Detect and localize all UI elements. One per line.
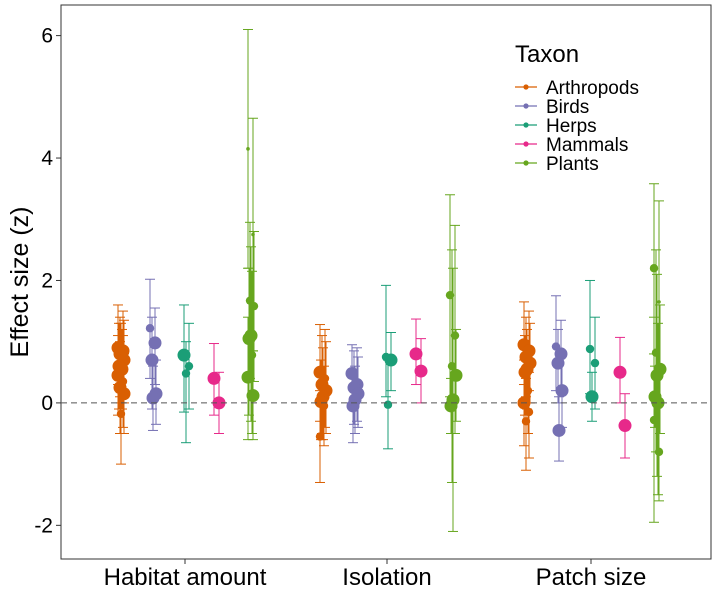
data-point [449,368,463,382]
data-point [414,364,428,378]
y-tick-label: 2 [41,269,53,292]
data-point [177,348,191,362]
data-point [590,358,600,368]
data-point [651,396,665,410]
legend-key-point [523,122,529,128]
data-point [383,400,393,409]
data-point [585,390,599,404]
data-point [409,347,423,361]
legend-title: Taxon [515,41,579,68]
data-point [251,232,255,237]
y-tick-label: 0 [41,392,53,415]
legend-key-point [523,160,529,166]
data-point [613,365,627,379]
legend-label: Arthropods [546,78,639,99]
x-tick-label: Patch size [536,564,647,591]
x-tick-label: Habitat amount [104,564,267,591]
data-point [518,365,532,379]
data-point [319,401,329,411]
legend-label: Mammals [546,135,628,156]
data-point [146,391,160,405]
points-layer [111,147,667,457]
x-axis: Habitat amount Isolation Patch size [104,559,647,591]
data-point [521,417,531,426]
data-point [247,350,257,360]
data-point [249,301,259,311]
data-point [246,147,250,151]
data-point [585,344,595,354]
data-point [552,423,566,437]
data-point [241,370,255,384]
legend-label: Birds [546,97,589,118]
data-point [246,389,260,403]
legend-key-point [523,84,529,90]
data-point [117,387,131,401]
data-point [315,432,325,441]
data-point [184,361,194,371]
legend-label: Plants [546,154,599,175]
legend-key-point [523,141,529,147]
x-tick-label: Isolation [342,564,431,591]
data-point [523,386,533,395]
legend-key-point [523,103,529,109]
data-point [447,361,457,371]
y-tick-label: 4 [41,147,53,170]
data-point [116,409,126,419]
data-point [555,384,569,398]
y-tick-label: 6 [41,25,53,48]
data-point [657,300,661,304]
data-point [145,324,155,333]
data-point [207,371,221,385]
data-point [345,367,359,381]
data-point [551,356,565,370]
data-point [445,290,455,300]
data-point [444,399,458,413]
y-axis-title: Effect size (z) [6,207,34,358]
y-axis: -2 0 2 4 6 [34,25,61,537]
data-point [651,348,661,357]
data-point [450,331,460,340]
data-point [181,369,191,378]
data-point [649,264,659,273]
data-point [654,447,664,457]
data-point [384,353,398,367]
data-point [145,353,159,367]
data-point [618,419,632,433]
plot-panel [60,4,712,560]
data-point [212,396,226,410]
data-point [242,332,256,346]
data-point [650,368,664,382]
data-point [649,415,659,425]
data-point [148,336,162,350]
data-point [346,399,360,413]
legend-label: Herps [546,116,597,137]
y-tick-label: -2 [34,514,53,537]
data-point [524,407,534,417]
